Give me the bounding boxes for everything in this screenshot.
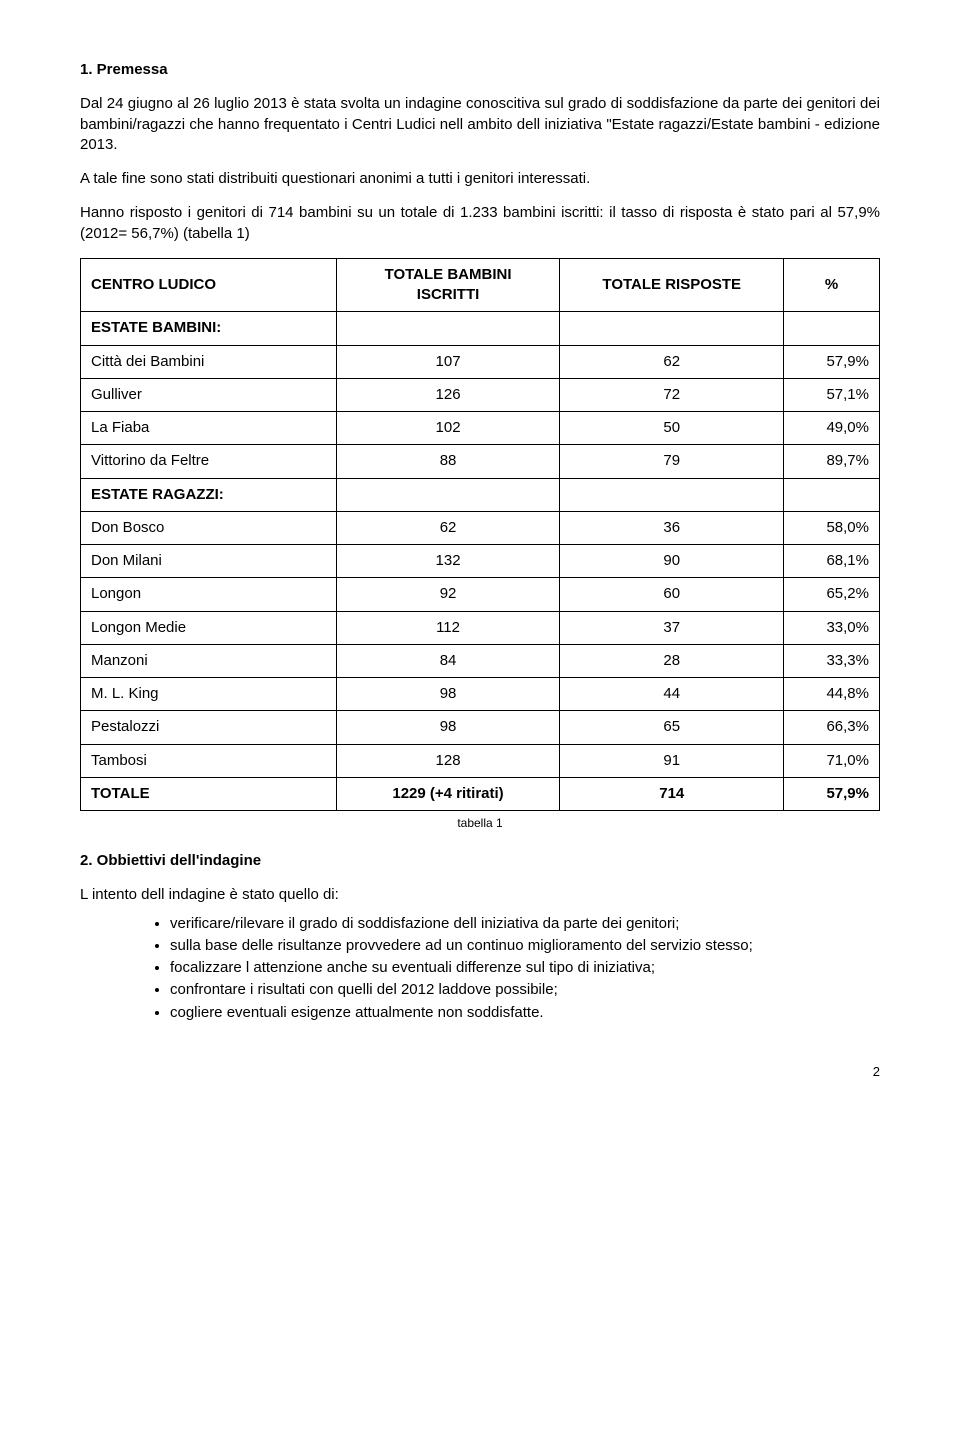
cell-iscritti: 92 — [336, 578, 560, 611]
list-item: verificare/rilevare il grado di soddisfa… — [170, 914, 880, 934]
th-risposte: TOTALE RISPOSTE — [560, 258, 784, 312]
th-iscritti: TOTALE BAMBINI ISCRITTI — [336, 258, 560, 312]
th-iscritti-l1: TOTALE BAMBINI — [385, 266, 512, 283]
cell-label: Longon Medie — [81, 611, 337, 644]
table-row: Don Bosco623658,0% — [81, 511, 880, 544]
cell-iscritti: 88 — [336, 445, 560, 478]
group1-c2 — [336, 312, 560, 345]
section1-para2: A tale fine sono stati distribuiti quest… — [80, 169, 880, 189]
section1-para1: Dal 24 giugno al 26 luglio 2013 è stata … — [80, 94, 880, 155]
cell-risposte: 37 — [560, 611, 784, 644]
cell-pct: 66,3% — [784, 711, 880, 744]
group2-label: ESTATE RAGAZZI: — [81, 478, 337, 511]
cell-iscritti: 112 — [336, 611, 560, 644]
cell-pct: 89,7% — [784, 445, 880, 478]
cell-iscritti: 84 — [336, 644, 560, 677]
list-item: confrontare i risultati con quelli del 2… — [170, 980, 880, 1000]
cell-risposte: 28 — [560, 644, 784, 677]
table-group1: ESTATE BAMBINI: — [81, 312, 880, 345]
cell-label: Città dei Bambini — [81, 345, 337, 378]
table-row: Città dei Bambini1076257,9% — [81, 345, 880, 378]
cell-iscritti: 132 — [336, 545, 560, 578]
section2-title: 2. Obbiettivi dell'indagine — [80, 851, 880, 871]
th-pct: % — [784, 258, 880, 312]
page-number: 2 — [80, 1063, 880, 1081]
cell-label: Manzoni — [81, 644, 337, 677]
table-row: Tambosi1289171,0% — [81, 744, 880, 777]
cell-risposte: 50 — [560, 412, 784, 445]
section1-title: 1. Premessa — [80, 60, 880, 80]
table-row: Manzoni842833,3% — [81, 644, 880, 677]
cell-iscritti: 126 — [336, 378, 560, 411]
table-total-row: TOTALE 1229 (+4 ritirati) 714 57,9% — [81, 777, 880, 810]
total-risposte: 714 — [560, 777, 784, 810]
cell-label: M. L. King — [81, 678, 337, 711]
list-item: focalizzare l attenzione anche su eventu… — [170, 958, 880, 978]
table-row: La Fiaba1025049,0% — [81, 412, 880, 445]
cell-pct: 44,8% — [784, 678, 880, 711]
table-group2: ESTATE RAGAZZI: — [81, 478, 880, 511]
cell-label: La Fiaba — [81, 412, 337, 445]
cell-label: Pestalozzi — [81, 711, 337, 744]
cell-pct: 57,1% — [784, 378, 880, 411]
cell-risposte: 91 — [560, 744, 784, 777]
cell-pct: 33,3% — [784, 644, 880, 677]
cell-pct: 57,9% — [784, 345, 880, 378]
cell-label: Tambosi — [81, 744, 337, 777]
cell-iscritti: 128 — [336, 744, 560, 777]
table-row: M. L. King984444,8% — [81, 678, 880, 711]
cell-label: Don Bosco — [81, 511, 337, 544]
cell-pct: 58,0% — [784, 511, 880, 544]
total-pct: 57,9% — [784, 777, 880, 810]
cell-iscritti: 98 — [336, 711, 560, 744]
table-row: Longon926065,2% — [81, 578, 880, 611]
cell-risposte: 79 — [560, 445, 784, 478]
cell-risposte: 60 — [560, 578, 784, 611]
list-item: sulla base delle risultanze provvedere a… — [170, 936, 880, 956]
cell-pct: 65,2% — [784, 578, 880, 611]
group1-c4 — [784, 312, 880, 345]
cell-risposte: 44 — [560, 678, 784, 711]
table-header-row: CENTRO LUDICO TOTALE BAMBINI ISCRITTI TO… — [81, 258, 880, 312]
cell-label: Longon — [81, 578, 337, 611]
cell-pct: 33,0% — [784, 611, 880, 644]
group1-c3 — [560, 312, 784, 345]
group2-c3 — [560, 478, 784, 511]
cell-risposte: 36 — [560, 511, 784, 544]
th-iscritti-l2: ISCRITTI — [417, 286, 480, 303]
cell-risposte: 72 — [560, 378, 784, 411]
total-iscritti: 1229 (+4 ritirati) — [336, 777, 560, 810]
table-row: Pestalozzi986566,3% — [81, 711, 880, 744]
group2-c4 — [784, 478, 880, 511]
cell-iscritti: 107 — [336, 345, 560, 378]
cell-iscritti: 102 — [336, 412, 560, 445]
cell-iscritti: 62 — [336, 511, 560, 544]
cell-iscritti: 98 — [336, 678, 560, 711]
cell-label: Vittorino da Feltre — [81, 445, 337, 478]
table-row: Vittorino da Feltre887989,7% — [81, 445, 880, 478]
th-centro: CENTRO LUDICO — [81, 258, 337, 312]
cell-risposte: 62 — [560, 345, 784, 378]
group1-label: ESTATE BAMBINI: — [81, 312, 337, 345]
cell-label: Gulliver — [81, 378, 337, 411]
cell-label: Don Milani — [81, 545, 337, 578]
bullet-list: verificare/rilevare il grado di soddisfa… — [80, 914, 880, 1023]
cell-pct: 71,0% — [784, 744, 880, 777]
group2-c2 — [336, 478, 560, 511]
section1-para3: Hanno risposto i genitori di 714 bambini… — [80, 203, 880, 244]
table-caption: tabella 1 — [80, 815, 880, 831]
table-row: Gulliver1267257,1% — [81, 378, 880, 411]
cell-risposte: 90 — [560, 545, 784, 578]
cell-risposte: 65 — [560, 711, 784, 744]
data-table: CENTRO LUDICO TOTALE BAMBINI ISCRITTI TO… — [80, 258, 880, 811]
list-item: cogliere eventuali esigenze attualmente … — [170, 1003, 880, 1023]
table-row: Longon Medie1123733,0% — [81, 611, 880, 644]
section2-intro: L intento dell indagine è stato quello d… — [80, 885, 880, 905]
table-row: Don Milani1329068,1% — [81, 545, 880, 578]
cell-pct: 49,0% — [784, 412, 880, 445]
cell-pct: 68,1% — [784, 545, 880, 578]
total-label: TOTALE — [81, 777, 337, 810]
